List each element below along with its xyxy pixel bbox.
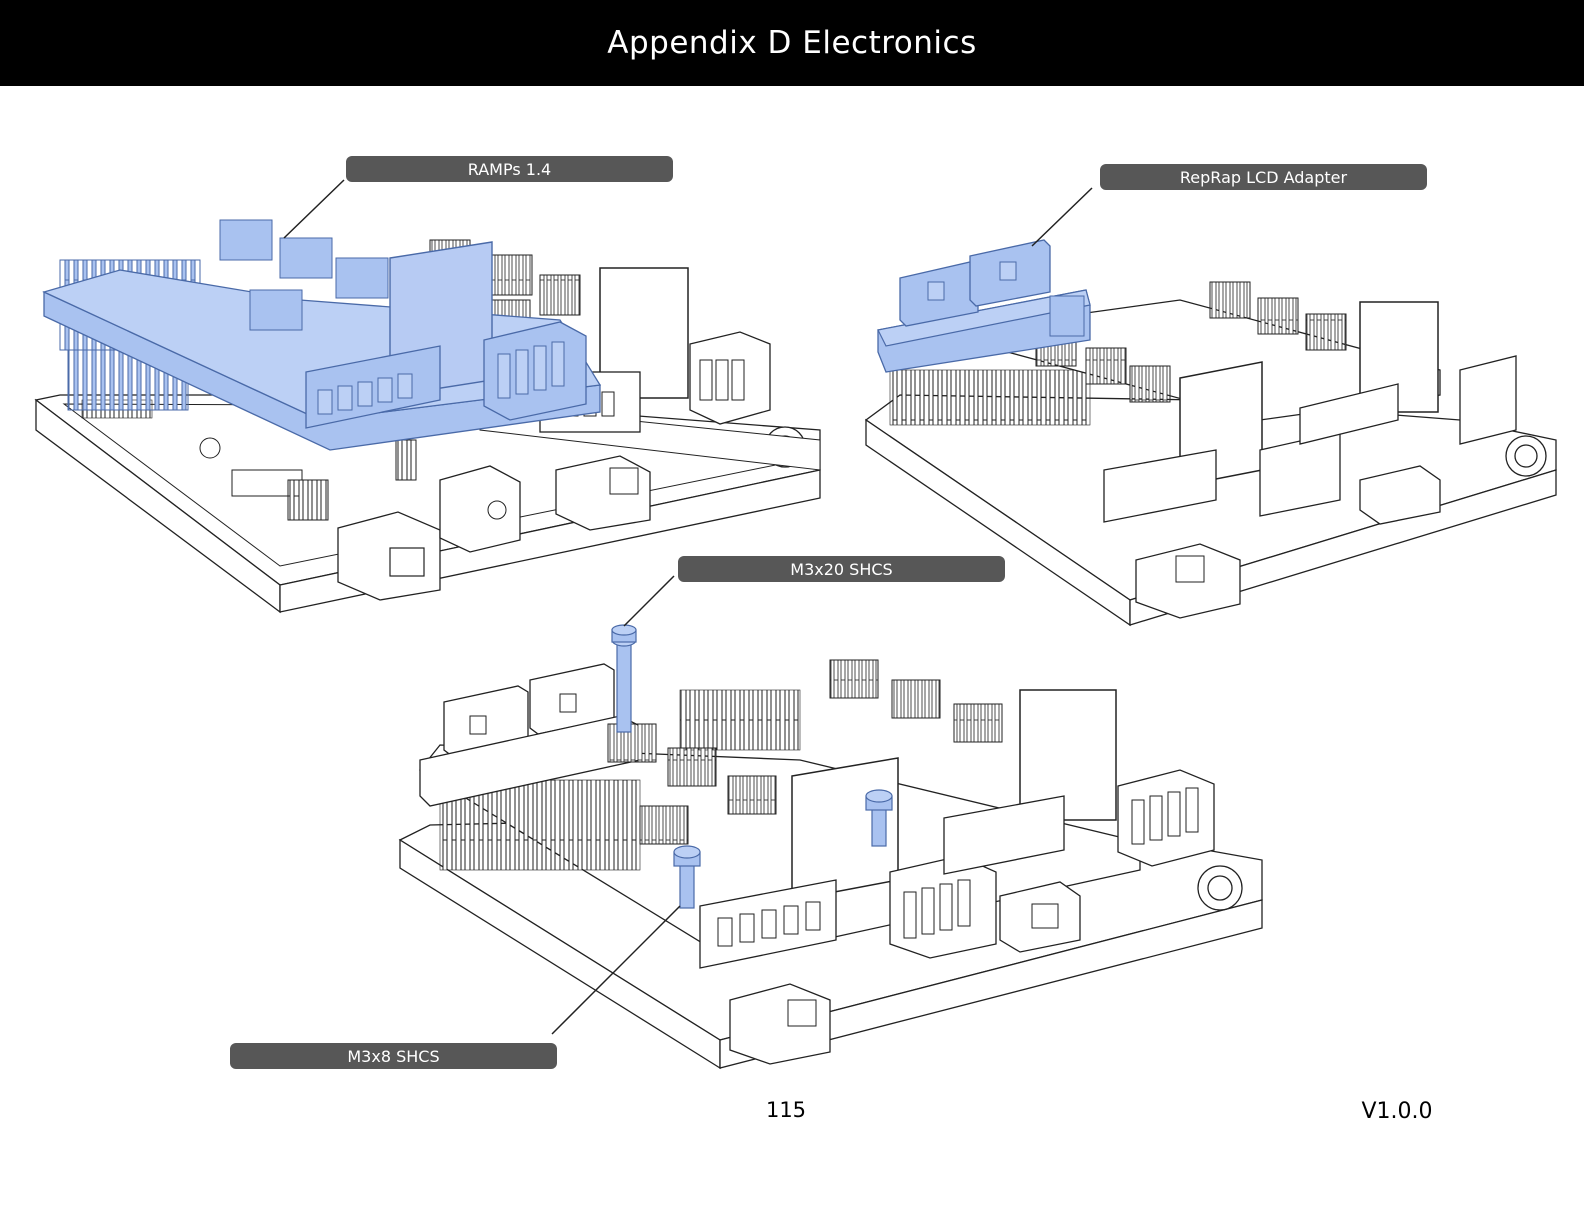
page-header: Appendix D Electronics xyxy=(0,0,1584,86)
page-title: Appendix D Electronics xyxy=(607,25,977,61)
ramps-assembly-view xyxy=(34,179,821,614)
m3x8-callout-label: M3x8 SHCS xyxy=(230,1043,557,1069)
ramps-callout-label: RAMPs 1.4 xyxy=(346,156,673,182)
m3x20-callout-label: M3x20 SHCS xyxy=(678,556,1005,582)
screws-assembly-view xyxy=(398,575,1263,1070)
lcd-adapter-assembly-view xyxy=(864,187,1557,627)
m3x8-screw-highlight-2 xyxy=(865,789,893,847)
page-number: 115 xyxy=(765,1098,807,1122)
m3x20-screw-highlight xyxy=(611,624,637,733)
lcd-adapter-highlight xyxy=(877,239,1091,373)
version-label: V1.0.0 xyxy=(1361,1099,1433,1124)
m3x8-screw-highlight-1 xyxy=(673,845,701,909)
ramps-board-highlight xyxy=(42,219,602,451)
lcd-adapter-callout-label: RepRap LCD Adapter xyxy=(1100,164,1427,190)
